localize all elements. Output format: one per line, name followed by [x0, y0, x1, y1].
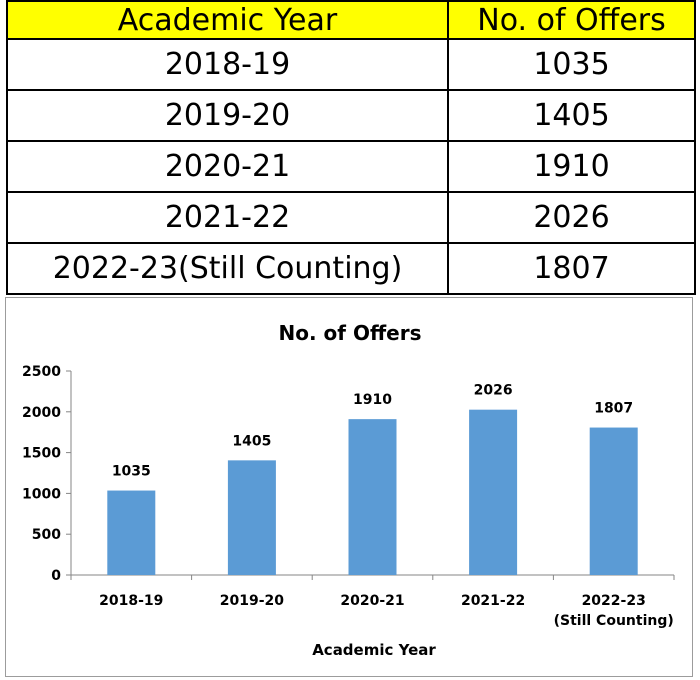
data-label: 1405: [232, 433, 271, 449]
bar: [589, 427, 638, 575]
table-row: 2021-22 2026: [6, 191, 696, 244]
header-no-of-offers: No. of Offers: [447, 0, 696, 40]
y-tick-label: 500: [32, 527, 61, 543]
x-tick-label: 2021-22: [461, 593, 525, 609]
year-cell: 2018-19: [6, 38, 449, 91]
bar: [227, 460, 276, 575]
bar: [107, 490, 156, 575]
offers-cell: 1807: [447, 242, 696, 295]
offers-cell: 1910: [447, 140, 696, 193]
y-tick-label: 2000: [22, 405, 61, 421]
data-label: 2026: [474, 383, 513, 399]
data-label: 1807: [594, 401, 633, 417]
offers-table: Academic Year No. of Offers 2018-19 1035…: [6, 0, 696, 295]
offers-cell: 1035: [447, 38, 696, 91]
x-tick-label: 2018-19: [99, 593, 163, 609]
y-tick-label: 1000: [22, 486, 61, 502]
data-label: 1035: [112, 464, 151, 480]
y-tick-label: 1500: [22, 446, 61, 462]
bar: [469, 409, 518, 575]
table-row: 2022-23(Still Counting) 1807: [6, 242, 696, 295]
data-label: 1910: [353, 392, 392, 408]
x-tick-label: 2022-23: [582, 593, 646, 609]
offers-cell: 1405: [447, 89, 696, 142]
year-cell: 2021-22: [6, 191, 449, 244]
table-row: 2018-19 1035: [6, 38, 696, 91]
y-tick-label: 2500: [22, 364, 61, 380]
table-row: 2020-21 1910: [6, 140, 696, 193]
x-tick-label: 2019-20: [220, 593, 285, 609]
x-tick-label: (Still Counting): [554, 613, 674, 629]
x-tick-label: 2020-21: [340, 593, 404, 609]
bar: [348, 419, 397, 575]
plot-area: 0 500 1000 1500 2000 2500 1035 2018-19 1405 2019-…: [22, 364, 675, 629]
chart-title: No. of Offers: [279, 321, 422, 345]
table-row: 2019-20 1405: [6, 89, 696, 142]
year-cell: 2019-20: [6, 89, 449, 142]
chart-panel: No. of Offers Academic Year 0 500 1000 1500…: [5, 297, 693, 677]
table-header-row: Academic Year No. of Offers: [6, 0, 696, 40]
x-axis-title: Academic Year: [312, 641, 436, 659]
year-cell: 2020-21: [6, 140, 449, 193]
offers-cell: 2026: [447, 191, 696, 244]
y-tick-label: 0: [51, 568, 61, 584]
bar-chart: No. of Offers Academic Year 0 500 1000 1500…: [22, 321, 675, 659]
year-cell: 2022-23(Still Counting): [6, 242, 449, 295]
header-academic-year: Academic Year: [6, 0, 449, 40]
